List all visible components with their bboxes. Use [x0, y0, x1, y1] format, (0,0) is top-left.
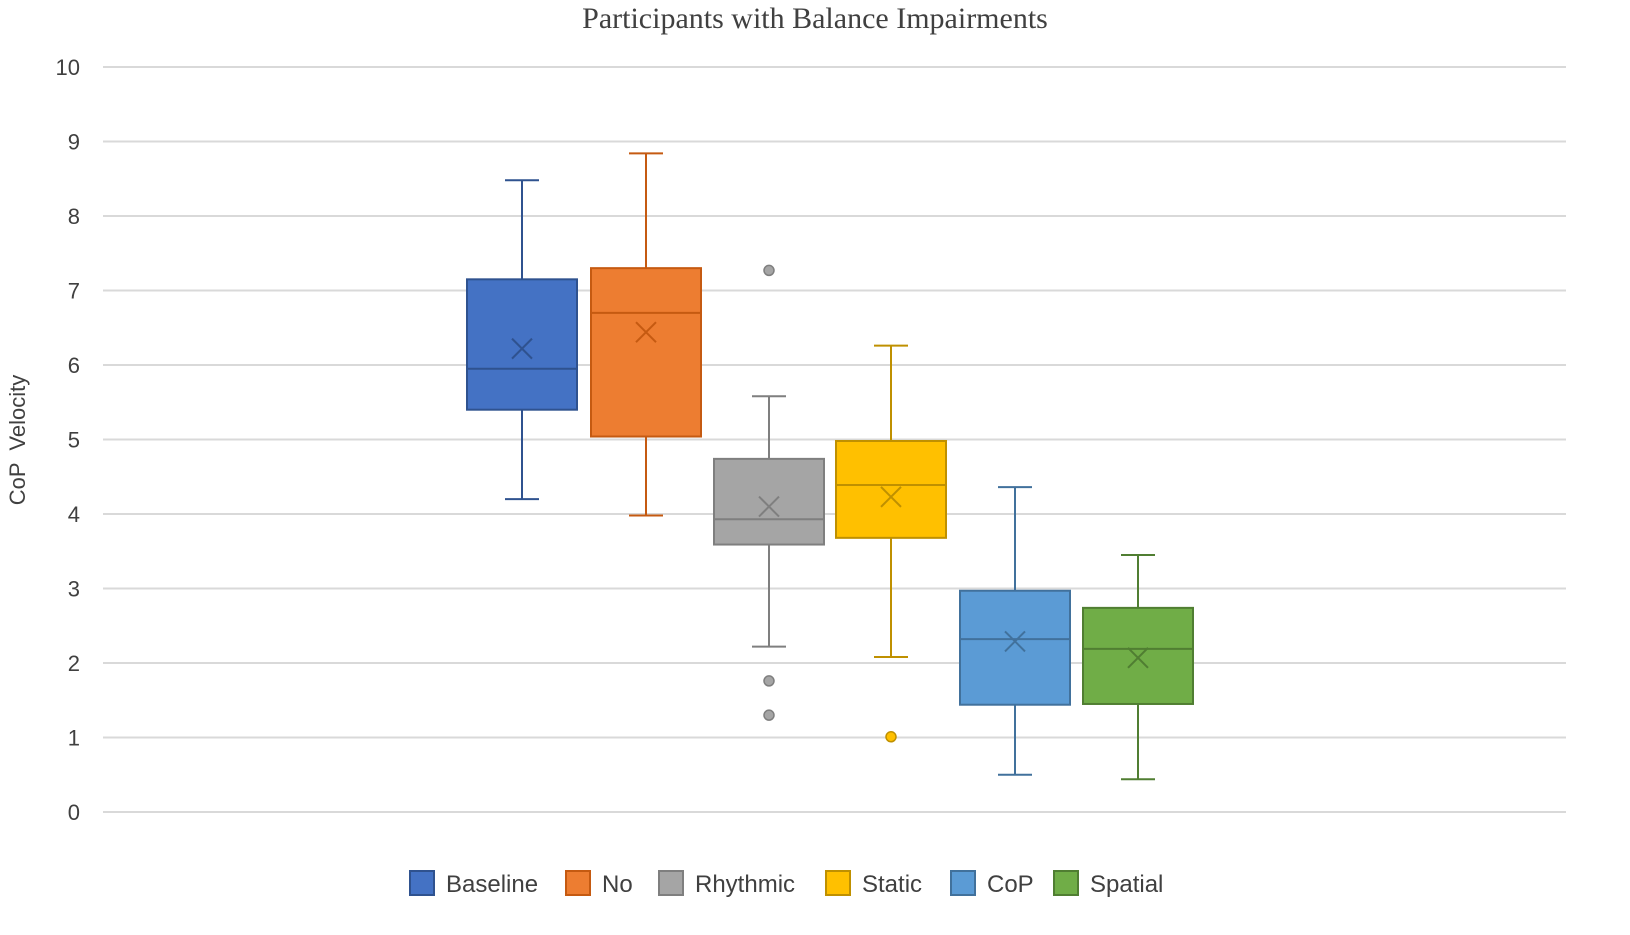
gridlines — [103, 66, 1566, 813]
y-tick-label: 8 — [68, 204, 80, 229]
mean-marker — [511, 337, 533, 360]
legend-item-cop: CoP — [950, 870, 1034, 898]
legend-label: Static — [862, 871, 922, 898]
legend-label: Spatial — [1090, 871, 1163, 898]
iqr-box — [713, 457, 825, 546]
y-tick-label: 6 — [68, 353, 80, 378]
boxes — [466, 152, 1194, 781]
iqr-box — [466, 278, 578, 411]
legend-label: No — [602, 871, 633, 898]
mean-marker — [1004, 630, 1026, 653]
iqr-box — [1082, 606, 1194, 705]
y-tick-label: 4 — [68, 502, 80, 527]
box-cop — [959, 486, 1071, 776]
legend-item-spatial: Spatial — [1053, 870, 1163, 898]
mean-marker — [635, 321, 657, 343]
iqr-box — [835, 439, 947, 539]
legend-swatch — [950, 870, 976, 896]
box-static — [835, 344, 947, 743]
box-no — [590, 152, 702, 517]
y-tick-label: 2 — [68, 651, 80, 676]
legend-swatch — [1053, 870, 1079, 896]
outlier-point — [763, 709, 775, 721]
box-rhythmic — [713, 264, 825, 721]
legend-item-baseline: Baseline — [409, 870, 538, 898]
legend-label: Baseline — [446, 871, 538, 898]
y-tick-label: 10 — [56, 55, 80, 80]
outlier-point — [763, 675, 775, 687]
legend-swatch — [409, 870, 435, 896]
y-tick-label: 7 — [68, 279, 80, 304]
chart-title: Participants with Balance Impairments — [582, 2, 1048, 35]
legend-label: Rhythmic — [695, 871, 795, 898]
legend-swatch — [825, 870, 851, 896]
y-tick-label: 5 — [68, 428, 80, 453]
iqr-box — [959, 589, 1071, 706]
legend: Baseline No Rhythmic Static CoP Spatial — [409, 870, 1163, 898]
y-tick-label: 3 — [68, 577, 80, 602]
mean-marker — [758, 495, 780, 518]
outlier-point — [885, 731, 897, 743]
legend-swatch — [565, 870, 591, 896]
mean-marker — [1127, 647, 1149, 669]
legend-item-rhythmic: Rhythmic — [658, 870, 795, 898]
y-tick-label: 9 — [68, 130, 80, 155]
box-baseline — [466, 179, 578, 501]
legend-swatch — [658, 870, 684, 896]
y-axis-ticks: 0 1 2 3 4 5 6 7 8 9 10 — [56, 55, 80, 825]
legend-item-no: No — [565, 870, 633, 898]
iqr-box — [590, 267, 702, 438]
outlier-point — [763, 264, 775, 277]
y-tick-label: 0 — [68, 800, 80, 825]
y-axis-label: CoP Velocity — [5, 375, 30, 505]
legend-label: CoP — [987, 871, 1034, 898]
y-tick-label: 1 — [68, 726, 80, 751]
legend-item-static: Static — [825, 870, 922, 898]
box-spatial — [1082, 553, 1194, 781]
mean-marker — [880, 486, 902, 508]
